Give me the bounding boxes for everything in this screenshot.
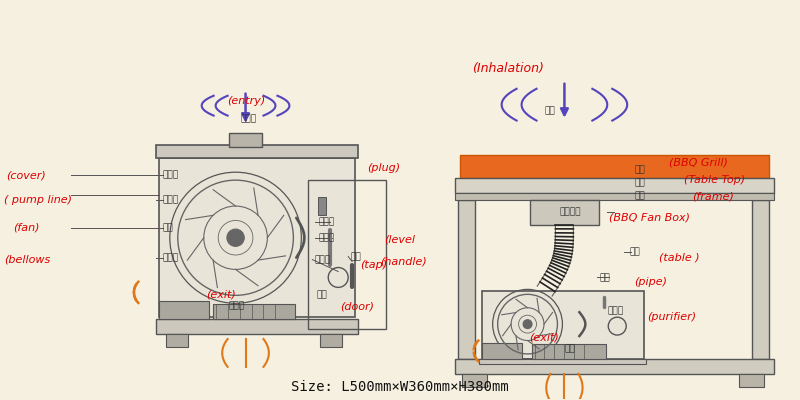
Text: (frame): (frame) xyxy=(692,191,734,201)
Bar xyxy=(159,158,355,317)
Text: 水位表: 水位表 xyxy=(318,233,334,242)
Text: (level: (level xyxy=(384,235,415,245)
Text: (pipe): (pipe) xyxy=(634,278,667,288)
Text: (door): (door) xyxy=(340,301,374,311)
Bar xyxy=(530,200,599,225)
Bar xyxy=(213,304,295,319)
Text: (Table Top): (Table Top) xyxy=(684,175,745,185)
Text: (BBQ Fan Box): (BBQ Fan Box) xyxy=(610,213,690,223)
Text: 进风: 进风 xyxy=(544,106,555,115)
Text: 卤门: 卤门 xyxy=(316,290,327,299)
Text: 框架: 框架 xyxy=(634,192,645,200)
Text: (exit): (exit) xyxy=(206,289,235,299)
Text: 出风口: 出风口 xyxy=(229,302,245,311)
Bar xyxy=(455,178,774,193)
Text: 桌体: 桌体 xyxy=(630,247,640,256)
Bar xyxy=(739,374,764,387)
Bar xyxy=(455,359,774,374)
Text: (purifier): (purifier) xyxy=(647,312,696,322)
Text: Size: L500mm×W360mm×H380mm: Size: L500mm×W360mm×H380mm xyxy=(291,380,509,394)
Text: 出风箱: 出风箱 xyxy=(163,253,179,262)
Text: 风管: 风管 xyxy=(599,273,610,282)
Text: (table ): (table ) xyxy=(659,252,700,262)
Text: 出风: 出风 xyxy=(564,344,574,354)
Bar xyxy=(531,344,606,359)
Bar xyxy=(458,200,474,359)
Text: 烤炉: 烤炉 xyxy=(634,166,645,175)
Bar xyxy=(462,374,486,387)
Text: (bellows: (bellows xyxy=(4,254,50,264)
Text: (exit): (exit) xyxy=(530,332,559,342)
Text: (plug): (plug) xyxy=(367,163,400,173)
Text: (tap): (tap) xyxy=(360,260,387,270)
Bar xyxy=(460,155,769,178)
Bar xyxy=(455,193,774,200)
Text: 进风口: 进风口 xyxy=(241,114,257,123)
Bar xyxy=(308,180,386,329)
Text: 水泵线: 水泵线 xyxy=(163,196,179,204)
Text: (fan): (fan) xyxy=(14,223,40,233)
Text: 台面: 台面 xyxy=(634,179,645,188)
Text: 风机: 风机 xyxy=(163,223,174,232)
Bar xyxy=(166,334,188,347)
Text: (Inhalation): (Inhalation) xyxy=(472,62,543,76)
Text: 放水口: 放水口 xyxy=(314,255,330,264)
Bar xyxy=(482,291,644,359)
Text: 拉手: 拉手 xyxy=(350,252,361,261)
Bar xyxy=(478,359,646,364)
Text: 烤炉风箱: 烤炉风箱 xyxy=(559,208,581,216)
Bar xyxy=(156,145,358,158)
Bar xyxy=(156,319,358,334)
Text: 净化器: 净化器 xyxy=(607,307,623,316)
Bar xyxy=(320,334,342,347)
Circle shape xyxy=(523,320,532,329)
Bar xyxy=(752,200,769,359)
Text: (BBQ Grill): (BBQ Grill) xyxy=(669,157,728,167)
Text: ( pump line): ( pump line) xyxy=(4,195,72,205)
Bar xyxy=(229,134,262,147)
Circle shape xyxy=(227,229,244,246)
Text: (cover): (cover) xyxy=(6,170,46,180)
Text: (handle): (handle) xyxy=(380,256,427,266)
Bar xyxy=(159,301,209,319)
Text: (entry): (entry) xyxy=(227,96,266,106)
Bar xyxy=(482,343,522,359)
Bar xyxy=(318,197,326,215)
Text: 上盖子: 上盖子 xyxy=(163,171,179,180)
Text: 电源线: 电源线 xyxy=(318,217,334,226)
